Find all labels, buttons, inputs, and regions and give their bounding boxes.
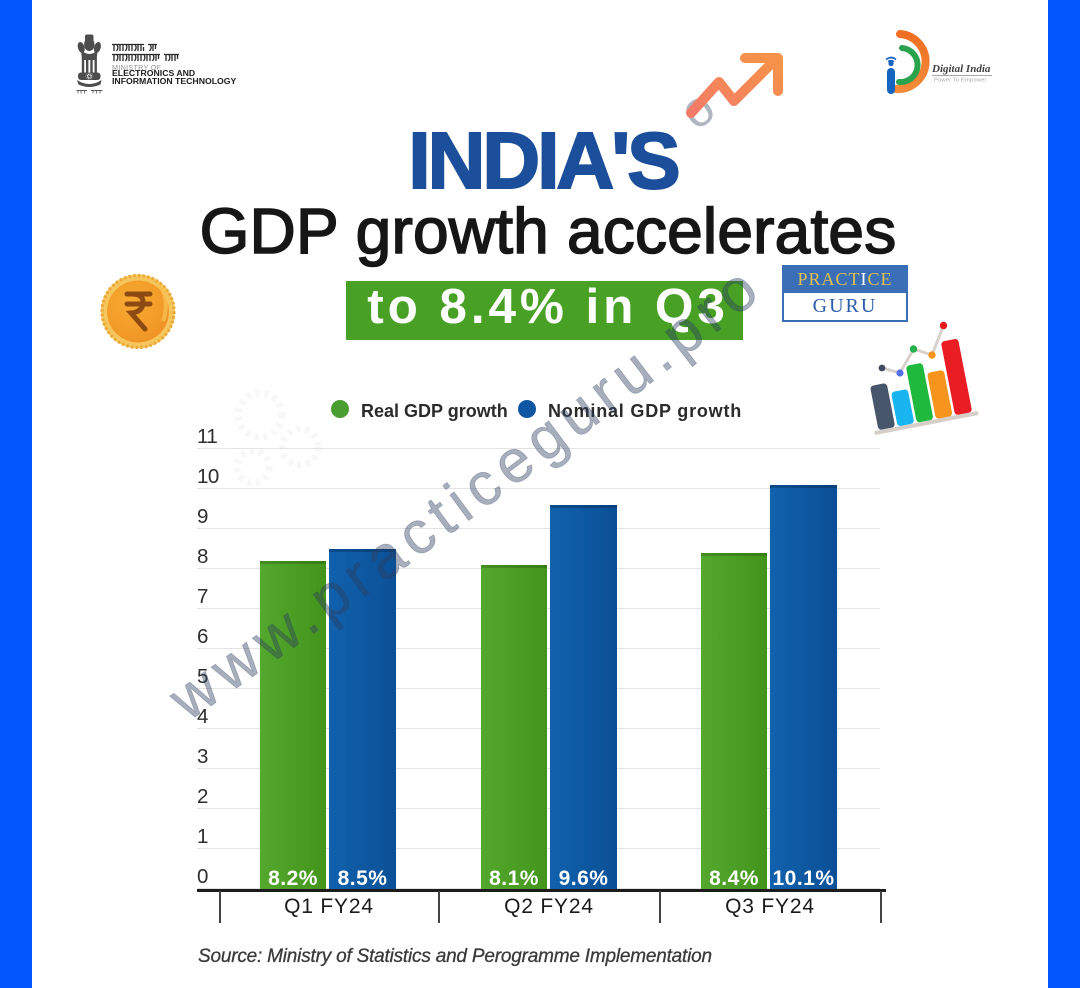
svg-text:www.practiceguru.pro: www.practiceguru.pro [156, 250, 775, 733]
svg-text:Power To Empower: Power To Empower [934, 78, 987, 84]
svg-text:Digital India: Digital India [931, 63, 991, 75]
